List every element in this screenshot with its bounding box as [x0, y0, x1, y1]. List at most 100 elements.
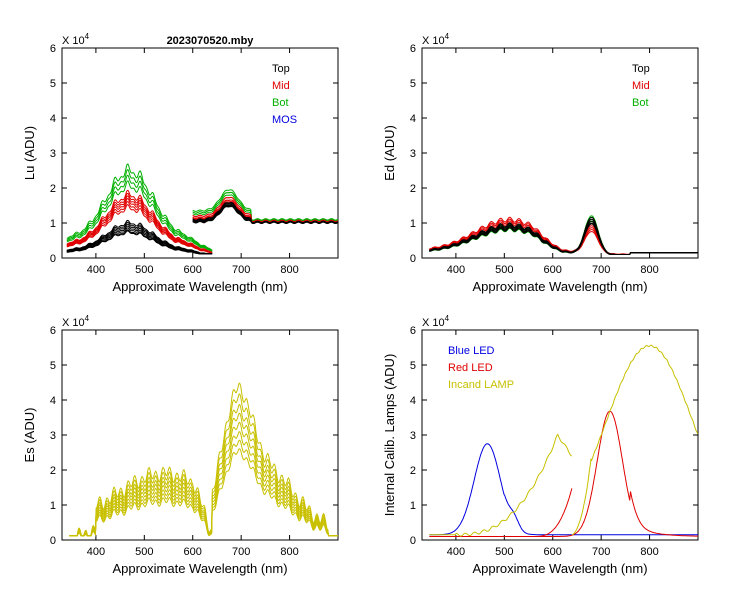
x-tick-label: 400: [87, 546, 105, 558]
y-axis-label: Es (ADU): [22, 408, 37, 463]
y-tick-label: 6: [50, 43, 56, 55]
y-tick-label: 2: [50, 183, 56, 195]
x-tick-label: 800: [640, 264, 658, 276]
x-tick-label: 600: [544, 264, 562, 276]
series-group: [69, 382, 338, 537]
legend-entry-incand-lamp: Incand LAMP: [448, 379, 514, 391]
x-tick-label: 800: [640, 546, 658, 558]
y-axis-label: Lu (ADU): [22, 126, 37, 180]
y-tick-label: 3: [50, 148, 56, 160]
x-tick-label: 600: [184, 546, 202, 558]
y-tick-label: 0: [50, 535, 56, 547]
y-tick-label: 4: [50, 113, 56, 125]
y-tick-label: 4: [410, 395, 416, 407]
y-tick-label: 5: [410, 78, 416, 90]
series-line-bot: [66, 174, 213, 252]
series-line-mid: [66, 201, 213, 254]
x-tick-label: 400: [447, 546, 465, 558]
x-tick-label: 600: [184, 264, 202, 276]
legend-entry-top: Top: [272, 63, 290, 75]
panel-lu: 0 1 2 3 4 5 6 400 500 600 700 800 X 104 Approximate W…: [22, 32, 339, 294]
series-line-mid: [66, 198, 213, 254]
legend-entry-blue-led: Blue LED: [448, 345, 495, 357]
legend-entry-mos: MOS: [272, 114, 297, 126]
legend-entry-mid: Mid: [272, 80, 290, 92]
x-tick-label: 700: [232, 264, 250, 276]
y-tick-label: 1: [410, 218, 416, 230]
figure-title: 2023070520.mby: [167, 35, 255, 47]
series-line-es: [69, 403, 338, 537]
series-group: [429, 215, 698, 256]
series-line-mid: [66, 189, 213, 253]
y-tick-label: 1: [410, 500, 416, 512]
series-line-es: [69, 412, 338, 537]
y-tick-label: 5: [410, 360, 416, 372]
series-line-incand-lamp: [571, 344, 698, 536]
x-tick-label: 500: [135, 546, 153, 558]
y-multiplier: X 104: [62, 314, 90, 329]
y-tick-label: 3: [50, 430, 56, 442]
series-line-top: [192, 205, 338, 225]
y-tick-label: 5: [50, 78, 56, 90]
x-tick-label: 800: [280, 546, 298, 558]
x-tick-label: 600: [544, 546, 562, 558]
series-line-mid: [66, 204, 213, 255]
y-multiplier-exponent: 4: [445, 314, 450, 323]
series-line-bot: [66, 168, 213, 252]
panel-lamps: 0 1 2 3 4 5 6 400 500 600 700 800 X 104 Approximate W…: [382, 314, 699, 576]
series-line-top: [429, 223, 698, 255]
series-line-red-led: [429, 410, 698, 537]
x-tick-label: 800: [280, 264, 298, 276]
x-axis-label: Approximate Wavelength (nm): [112, 279, 287, 294]
series-line-es: [69, 382, 338, 537]
y-axis-label: Ed (ADU): [382, 125, 397, 181]
y-tick-label: 4: [410, 113, 416, 125]
y-tick-label: 3: [410, 148, 416, 160]
x-tick-label: 500: [495, 546, 513, 558]
y-tick-label: 6: [50, 325, 56, 337]
panel-es: 0 1 2 3 4 5 6 400 500 600 700 800 X 104 Approximate W…: [22, 314, 339, 576]
y-multiplier: X 104: [422, 314, 450, 329]
series-line-bot: [66, 163, 213, 251]
legend-entry-mid: Mid: [632, 80, 650, 92]
legend-entry-bot: Bot: [272, 97, 289, 109]
y-multiplier: X 104: [422, 32, 450, 47]
y-tick-label: 5: [50, 360, 56, 372]
y-tick-label: 2: [410, 465, 416, 477]
plot-frame: [421, 47, 699, 259]
x-tick-label: 400: [87, 264, 105, 276]
series-line-bot: [192, 191, 338, 221]
x-axis-label: Approximate Wavelength (nm): [472, 561, 647, 576]
series-line-es: [69, 393, 338, 537]
panel-ed: 0 1 2 3 4 5 6 400 500 600 700 800 X 104 Approximate W…: [382, 32, 699, 294]
x-axis-label: Approximate Wavelength (nm): [472, 279, 647, 294]
series-line-bot: [66, 180, 213, 253]
series-group: [66, 163, 338, 255]
y-tick-label: 1: [50, 500, 56, 512]
x-tick-label: 400: [447, 264, 465, 276]
x-tick-label: 500: [495, 264, 513, 276]
y-axis-label: Internal Calib. Lamps (ADU): [382, 354, 397, 517]
y-multiplier-exponent: 4: [85, 32, 90, 41]
y-tick-label: 6: [410, 325, 416, 337]
series-line-top: [66, 230, 213, 255]
y-multiplier-exponent: 4: [445, 32, 450, 41]
y-tick-label: 4: [50, 395, 56, 407]
legend-entry-top: Top: [632, 63, 650, 75]
series-line-mid: [66, 192, 213, 254]
x-tick-label: 500: [135, 264, 153, 276]
series-line-es: [69, 448, 338, 537]
legend-entry-red-led: Red LED: [448, 362, 493, 374]
series-group: [429, 344, 698, 537]
series-line-blue-led: [429, 443, 698, 536]
x-axis-label: Approximate Wavelength (nm): [112, 561, 287, 576]
series-line-red-led: [533, 488, 573, 537]
y-multiplier: X 104: [62, 32, 90, 47]
y-tick-label: 0: [410, 253, 416, 265]
y-tick-label: 1: [50, 218, 56, 230]
series-line-es: [69, 431, 338, 537]
y-tick-label: 6: [410, 43, 416, 55]
series-line-es: [69, 439, 338, 537]
x-tick-label: 700: [592, 546, 610, 558]
